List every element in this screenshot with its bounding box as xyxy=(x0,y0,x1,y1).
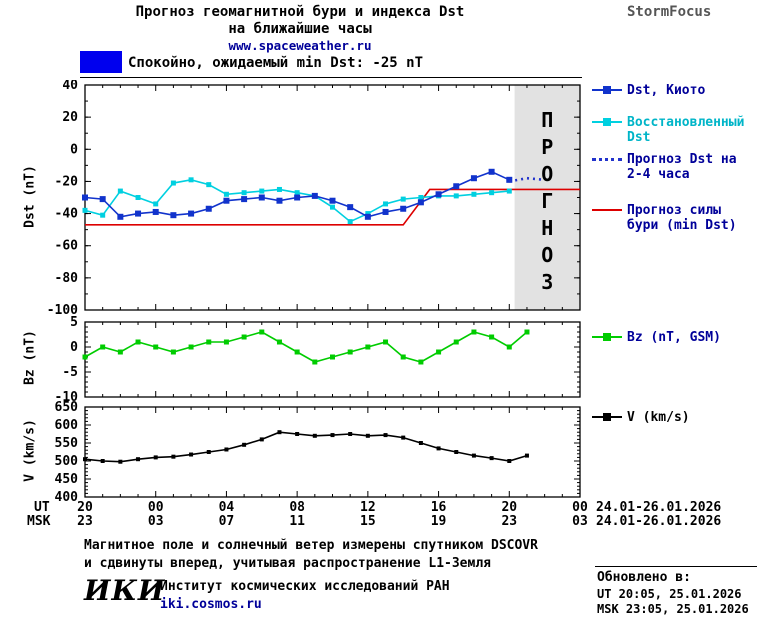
svg-text:15: 15 xyxy=(360,514,376,529)
svg-text:-5: -5 xyxy=(62,365,78,380)
svg-text:23: 23 xyxy=(77,514,93,529)
restored-dst-sample-icon xyxy=(592,117,622,128)
legend-storm-forecast: Прогноз силы бури (min Dst) xyxy=(592,203,742,233)
svg-text:О: О xyxy=(541,162,553,186)
updated-label: Обновлено в: xyxy=(597,570,691,585)
storm-level-swatch xyxy=(80,51,122,73)
svg-text:20: 20 xyxy=(62,110,78,125)
svg-text:-100: -100 xyxy=(47,303,78,318)
page-title-line1: Прогноз геомагнитной бури и индекса Dst xyxy=(135,4,465,20)
svg-text:40: 40 xyxy=(62,80,78,93)
legend-forecast-dst: Прогноз Dst на 2-4 часа xyxy=(592,152,752,182)
charts-svg: ПРОГНОЗ40200-20-40-60-80-10050-5-1065060… xyxy=(27,80,721,529)
legend-storm-forecast-label: Прогноз силы бури (min Dst) xyxy=(627,203,737,233)
svg-text:UT: UT xyxy=(34,500,50,515)
svg-text:-20: -20 xyxy=(55,174,79,189)
v-axis-label: V (km/s) xyxy=(22,419,38,482)
svg-text:-10: -10 xyxy=(55,390,79,405)
legend-restored-dst-label: Восстановленный Dst xyxy=(627,115,745,145)
institute-url-link[interactable]: iki.cosmos.ru xyxy=(160,597,262,612)
svg-text:Н: Н xyxy=(541,216,553,240)
dst-axis-label: Dst (nT) xyxy=(22,165,38,228)
dscovr-note-line1: Магнитное поле и солнечный ветер измерен… xyxy=(84,538,538,553)
svg-text:-40: -40 xyxy=(55,207,79,222)
svg-text:-60: -60 xyxy=(55,239,79,254)
bz-axis-label: Bz (nT) xyxy=(22,330,38,385)
svg-text:19: 19 xyxy=(431,514,447,529)
svg-text:20: 20 xyxy=(501,500,517,515)
iki-logo: ИКИ xyxy=(84,574,166,607)
legend-bz-label: Bz (nT, GSM) xyxy=(627,330,721,345)
storm-level-text: Спокойно, ожидаемый min Dst: -25 nT xyxy=(128,55,424,71)
svg-text:03: 03 xyxy=(572,514,588,529)
svg-text:12: 12 xyxy=(360,500,376,515)
svg-text:07: 07 xyxy=(219,514,235,529)
legend-v: V (km/s) xyxy=(592,410,690,425)
forecast-dst-sample-icon xyxy=(592,154,622,165)
dst-kyoto-sample-icon xyxy=(592,85,622,96)
dscovr-note-line2: и сдвинуты вперед, учитывая распростране… xyxy=(84,556,491,571)
v-sample-icon xyxy=(592,412,622,423)
svg-text:650: 650 xyxy=(55,400,79,415)
storm-forecast-sample-icon xyxy=(592,205,622,216)
svg-text:23: 23 xyxy=(501,514,517,529)
brand-label: StormFocus xyxy=(627,4,712,20)
svg-text:550: 550 xyxy=(55,436,79,451)
updated-ut-time: UT 20:05, 25.01.2026 xyxy=(597,587,742,601)
svg-text:24.01-26.01.2026: 24.01-26.01.2026 xyxy=(596,514,721,529)
updated-divider xyxy=(595,566,757,567)
legend-restored-dst: Восстановленный Dst xyxy=(592,115,760,145)
updated-msk-time: MSK 23:05, 25.01.2026 xyxy=(597,602,749,616)
svg-text:П: П xyxy=(541,108,553,132)
svg-text:Р: Р xyxy=(541,135,553,159)
svg-text:20: 20 xyxy=(77,500,93,515)
svg-text:11: 11 xyxy=(289,514,305,529)
legend-dst-kyoto: Dst, Киото xyxy=(592,83,705,98)
svg-text:5: 5 xyxy=(70,315,78,330)
svg-text:08: 08 xyxy=(289,500,305,515)
svg-text:00: 00 xyxy=(148,500,164,515)
svg-text:О: О xyxy=(541,243,553,267)
svg-text:500: 500 xyxy=(55,454,79,469)
svg-text:04: 04 xyxy=(219,500,235,515)
svg-text:600: 600 xyxy=(55,418,79,433)
banner-underline xyxy=(80,77,582,78)
svg-text:Г: Г xyxy=(541,189,553,213)
svg-text:450: 450 xyxy=(55,472,79,487)
legend-bz: Bz (nT, GSM) xyxy=(592,330,721,345)
svg-text:0: 0 xyxy=(70,142,78,157)
svg-text:-80: -80 xyxy=(55,271,79,286)
legend-v-label: V (km/s) xyxy=(627,410,690,425)
legend-dst-kyoto-label: Dst, Киото xyxy=(627,83,706,98)
svg-text:00: 00 xyxy=(572,500,588,515)
svg-text:03: 03 xyxy=(148,514,164,529)
svg-text:MSK: MSK xyxy=(27,514,51,529)
svg-text:400: 400 xyxy=(55,490,79,505)
page-title-line2: на ближайшие часы xyxy=(228,21,372,37)
institute-name: Институт космических исследований РАН xyxy=(160,579,450,594)
bz-sample-icon xyxy=(592,332,622,343)
svg-text:16: 16 xyxy=(431,500,447,515)
svg-text:0: 0 xyxy=(70,340,78,355)
site-url-link[interactable]: www.spaceweather.ru xyxy=(228,38,372,53)
svg-text:24.01-26.01.2026: 24.01-26.01.2026 xyxy=(596,500,721,515)
legend-forecast-dst-label: Прогноз Dst на 2-4 часа xyxy=(627,152,737,182)
svg-text:З: З xyxy=(541,270,553,294)
